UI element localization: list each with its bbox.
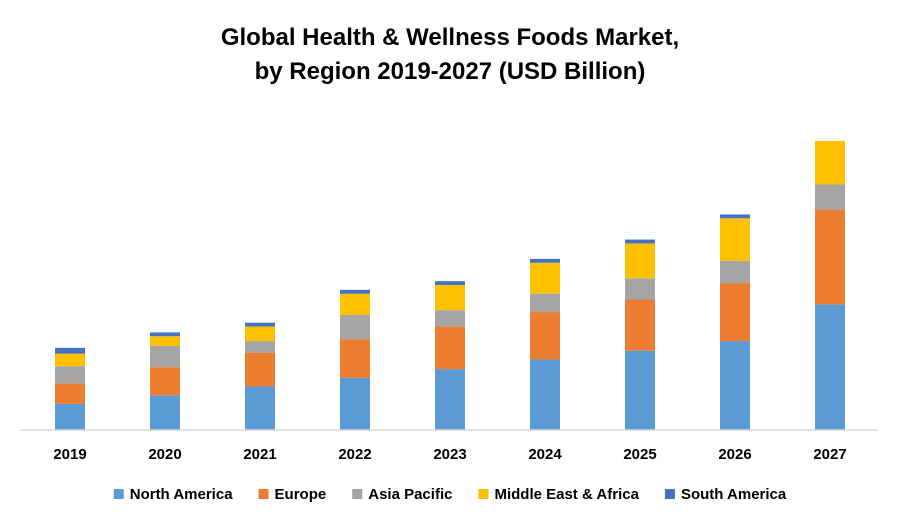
bars-layer [55, 140, 845, 430]
chart-title-line-1: Global Health & Wellness Foods Market, [221, 24, 679, 51]
x-tick-label: 2019 [53, 446, 86, 463]
bar-2024-asia-pacific [530, 293, 560, 313]
bar-2023-middle-east-africa [435, 285, 465, 311]
bar-2025-middle-east-africa [625, 243, 655, 279]
bar-2023-south-america [435, 281, 465, 285]
bar-2020-europe [150, 367, 180, 396]
legend-label: Europe [275, 486, 327, 503]
legend-item-asia-pacific: Asia Pacific [352, 486, 452, 503]
x-tick-label: 2023 [433, 446, 466, 463]
bar-2021-middle-east-africa [245, 326, 275, 342]
legend-label: Middle East & Africa [494, 486, 639, 503]
legend-swatch [258, 489, 269, 499]
bar-2022-europe [340, 339, 370, 378]
bar-2023-europe [435, 326, 465, 370]
bar-2019-asia-pacific [55, 366, 85, 384]
bar-2019-europe [55, 383, 85, 404]
x-tick-labels: 2019 2020 2021 2022 2023 2024 2025 2026 2027 [53, 446, 846, 463]
bar-2019-north-america [55, 403, 85, 430]
bar-2026-middle-east-africa [720, 218, 750, 261]
legend-label: South America [681, 486, 787, 503]
bar-2021-north-america [245, 386, 275, 430]
bar-2025-asia-pacific [625, 278, 655, 300]
legend-swatch [478, 489, 489, 499]
bar-2026-europe [720, 283, 750, 342]
legend-item-north-america: North America [113, 486, 233, 503]
bar-2024-middle-east-africa [530, 262, 560, 294]
bar-2026-south-america [720, 214, 750, 219]
x-tick-label: 2025 [623, 446, 656, 463]
legend-label: North America [130, 486, 233, 503]
x-tick-label: 2022 [338, 446, 371, 463]
bar-2019-middle-east-africa [55, 353, 85, 367]
x-tick-label: 2026 [718, 446, 751, 463]
legend-swatch [664, 489, 675, 499]
bar-2020-south-america [150, 332, 180, 337]
x-tick-label: 2021 [243, 446, 276, 463]
bar-2024-south-america [530, 258, 560, 263]
bar-2023-asia-pacific [435, 310, 465, 327]
bar-2019-south-america [55, 347, 85, 354]
bar-2020-middle-east-africa [150, 336, 180, 346]
legend-item-middle-east-africa: Middle East & Africa [478, 486, 640, 503]
bar-2027-asia-pacific [815, 184, 845, 210]
bar-2022-middle-east-africa [340, 293, 370, 315]
bar-2024-north-america [530, 359, 560, 430]
bar-2025-north-america [625, 350, 655, 430]
bar-2020-north-america [150, 395, 180, 430]
x-tick-label: 2024 [528, 446, 562, 463]
x-tick-label: 2027 [813, 446, 846, 463]
chart-title-line-2: by Region 2019-2027 (USD Billion) [255, 58, 646, 85]
bar-2023-north-america [435, 369, 465, 430]
legend-item-south-america: South America [664, 486, 787, 503]
legend-swatch [113, 489, 124, 499]
bar-2021-south-america [245, 322, 275, 327]
bar-2025-europe [625, 299, 655, 351]
legend-swatch [352, 489, 363, 499]
bar-2022-asia-pacific [340, 314, 370, 340]
legend-item-europe: Europe [258, 486, 327, 503]
bar-2020-asia-pacific [150, 345, 180, 368]
legend: North America Europe Asia Pacific Middle Ea… [113, 486, 787, 503]
bar-2027-middle-east-africa [815, 140, 845, 185]
bar-2021-asia-pacific [245, 341, 275, 353]
bar-2026-asia-pacific [720, 260, 750, 284]
x-tick-label: 2020 [148, 446, 181, 463]
bar-2025-south-america [625, 239, 655, 244]
bar-2022-north-america [340, 377, 370, 430]
bar-2027-north-america [815, 304, 845, 430]
bar-2026-north-america [720, 341, 750, 430]
bar-2022-south-america [340, 289, 370, 294]
bar-2027-europe [815, 209, 845, 305]
bar-2021-europe [245, 352, 275, 387]
legend-label: Asia Pacific [368, 486, 452, 503]
bar-2024-europe [530, 312, 560, 360]
